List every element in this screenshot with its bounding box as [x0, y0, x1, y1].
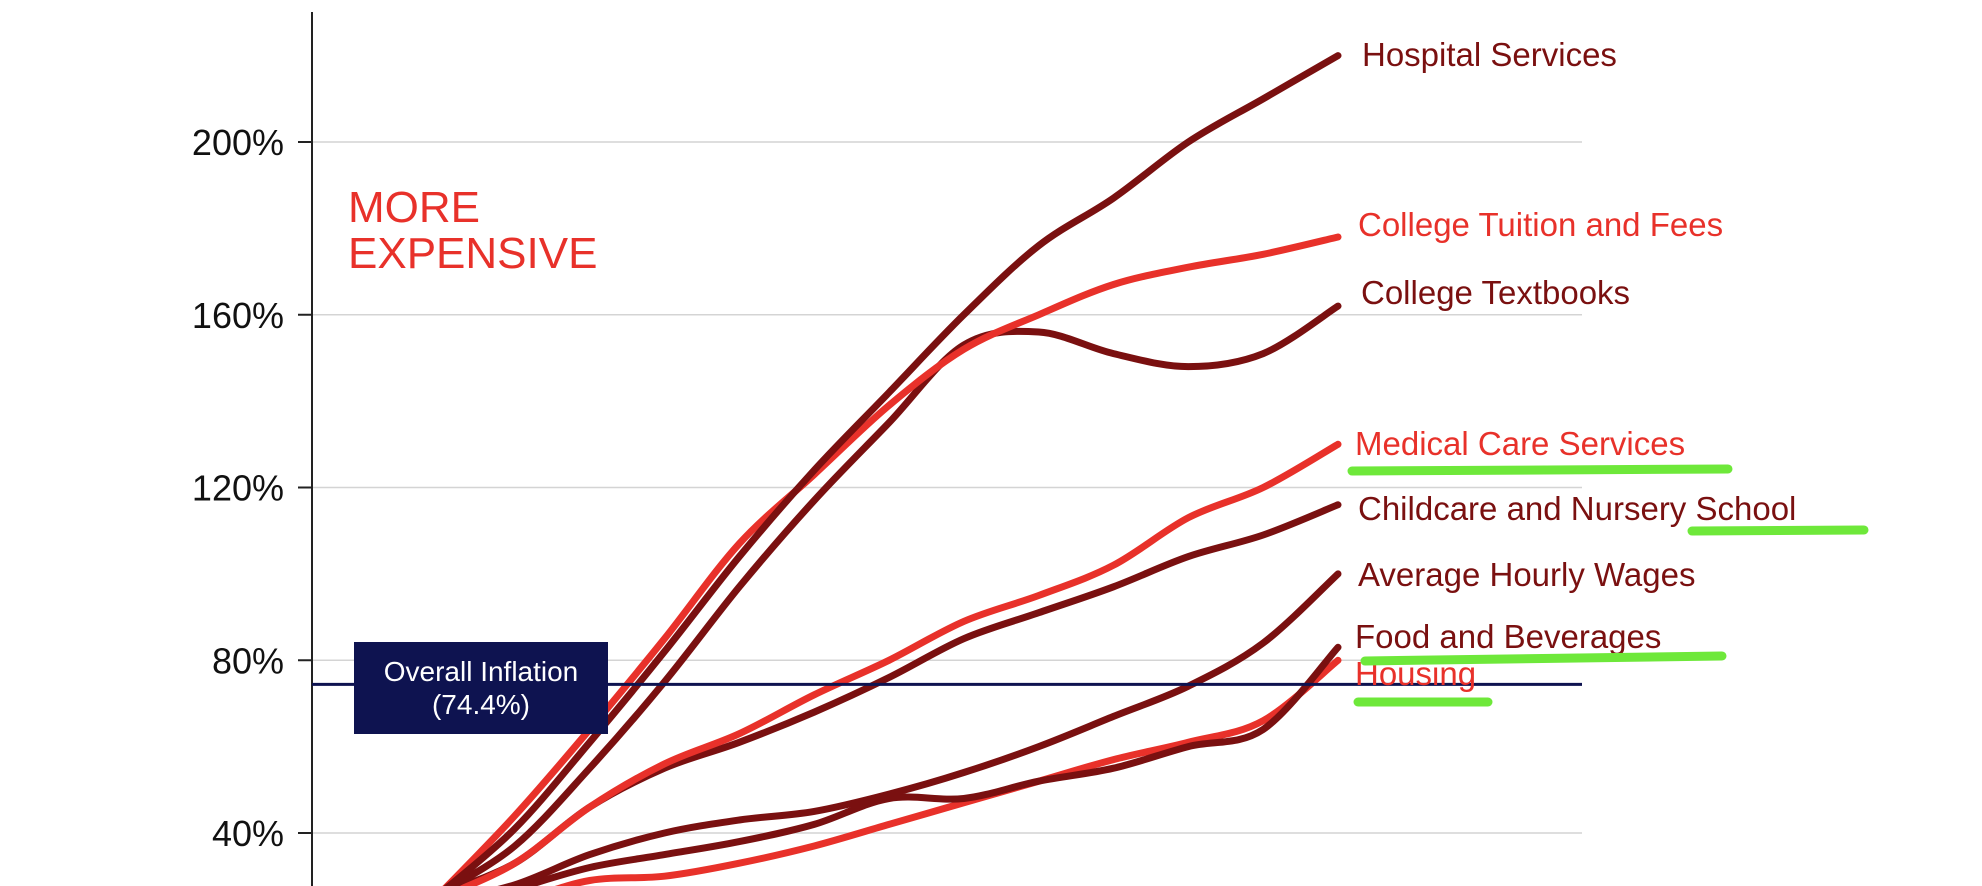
series-label-childcare-and-nursery-school: Childcare and Nursery School — [1358, 490, 1796, 527]
highlight-underline — [1360, 651, 1727, 666]
highlight-underline — [1687, 525, 1869, 536]
y-tick-label: 160% — [192, 295, 284, 336]
y-tick-label: 120% — [192, 468, 284, 509]
series-label-food-and-beverages: Food and Beverages — [1355, 618, 1661, 655]
overall-inflation-label: Overall Inflation — [384, 656, 579, 687]
series-label-college-tuition-and-fees: College Tuition and Fees — [1358, 206, 1723, 243]
overall-inflation-value: (74.4%) — [432, 689, 530, 720]
annotation-line-1: MORE — [348, 183, 480, 232]
series-label-hospital-services: Hospital Services — [1362, 36, 1617, 73]
annotation-line-2: EXPENSIVE — [348, 229, 597, 278]
series-line-average-hourly-wages — [497, 570, 1342, 886]
series-line-college-textbooks — [445, 302, 1342, 886]
highlight-underlines — [1347, 464, 1869, 707]
series-lines — [442, 52, 1342, 886]
overall-inflation-box — [354, 642, 608, 734]
series-label-medical-care-services: Medical Care Services — [1355, 425, 1685, 462]
y-tick-label: 40% — [212, 813, 284, 854]
y-tick-label: 200% — [192, 122, 284, 163]
highlight-underline — [1347, 464, 1733, 476]
series-line-hospital-services — [443, 52, 1342, 886]
series-label-average-hourly-wages: Average Hourly Wages — [1358, 556, 1696, 593]
series-line-medical-care-services — [458, 440, 1342, 886]
more-expensive-annotation: MORE EXPENSIVE — [348, 183, 597, 278]
y-tick-label: 80% — [212, 640, 284, 681]
y-axis-ticks: 200% 160% 120% 80% 40% — [192, 122, 312, 854]
series-line-housing — [554, 656, 1342, 886]
series-line-food-and-beverages — [512, 643, 1342, 886]
series-labels: Hospital Services College Tuition and Fee… — [1355, 36, 1796, 692]
series-label-college-textbooks: College Textbooks — [1361, 274, 1630, 311]
overall-inflation-reference: Overall Inflation(74.4%) — [312, 642, 1582, 734]
